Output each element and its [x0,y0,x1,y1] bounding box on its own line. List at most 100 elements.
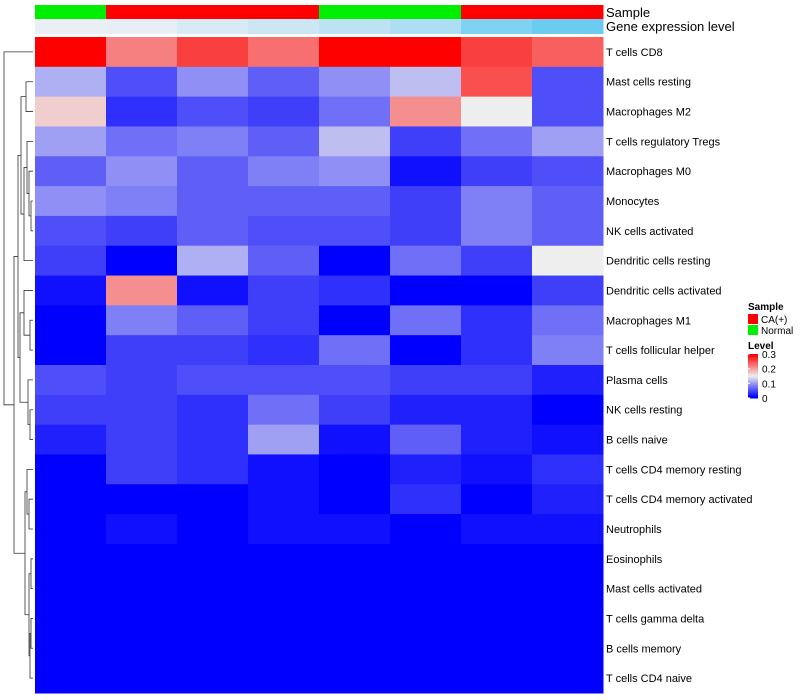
legend-gradient-step [748,381,758,384]
heatmap-cell [106,633,178,664]
row-label: Dendritic cells resting [606,256,711,268]
heatmap-cell [35,66,107,98]
heatmap-cell [461,66,533,98]
dendrogram-link [30,200,33,232]
heatmap-cell [177,245,249,277]
heatmap-cell [106,573,178,605]
heatmap-cell [390,484,462,515]
heatmap-cell [532,156,604,187]
heatmap-cell [319,156,391,187]
sample-annotation-cell [35,5,107,19]
heatmap-cell [248,424,320,455]
legend-gradient-step [748,354,758,356]
legend-gradient-step [748,377,758,380]
heatmap-cell [248,663,320,694]
heatmap-cell [35,37,107,68]
heatmap-cell [106,275,178,306]
heatmap-cell [177,454,249,485]
heatmap-cell [319,96,391,127]
heatmap-cell [177,543,249,575]
row-label: Mast cells activated [606,584,702,596]
expression-annotation-cell [177,19,249,34]
row-label: B cells memory [606,643,682,655]
row-label: T cells gamma delta [606,613,705,625]
heatmap-cell [248,126,320,157]
heatmap-cell [35,365,107,396]
heatmap-cell [106,156,178,187]
heatmap-cell [248,454,320,485]
legend-sample-entries: CA(+)Normal [748,314,793,337]
heatmap-cell [106,484,178,515]
heatmap-cell [532,186,604,217]
expression-annotation-cell [35,19,107,34]
legend-label: Normal [761,326,793,337]
legend-tick-label: 0.3 [762,350,776,361]
dendrogram-link [25,81,33,112]
legend-sample-title: Sample [748,302,784,313]
heatmap-cell [461,275,533,306]
heatmap-cell [319,484,391,515]
heatmap-cell [532,37,604,68]
heatmap-cell [106,454,178,485]
heatmap-cell [35,454,107,485]
heatmap-cell [248,186,320,217]
heatmap-cell [106,514,178,545]
heatmap-cell [106,603,178,634]
heatmap-cell [177,424,249,455]
dendrogram-link [26,468,33,515]
legend-gradient-step [748,367,758,370]
heatmap-cell [35,186,107,217]
heatmap-cell [248,66,320,98]
heatmap-cell [461,156,533,187]
heatmap-cell [532,335,604,366]
heatmap-cell [177,603,249,634]
dendrogram-link [29,319,33,351]
heatmap-cell [461,126,533,157]
heatmap-cell [319,37,391,68]
dendrogram-link [3,51,33,406]
heatmap-cell [461,394,533,426]
heatmap-cell [248,543,320,575]
heatmap-cell [390,454,462,485]
heatmap-cell [106,335,178,366]
row-label: B cells naive [606,435,668,447]
heatmap-cell [177,156,249,187]
column-annotations: Sample Gene expression level [35,5,735,34]
heatmap-cell [177,663,249,694]
heatmap-cell [390,66,462,98]
heatmap-cell [248,573,320,605]
heatmap-cell [532,245,604,277]
legend-gradient-step [748,374,758,377]
heatmap-cell [248,484,320,515]
row-label: T cells CD8 [606,47,663,59]
heatmap-cell [106,663,178,694]
heatmap-cell [532,514,604,545]
legend-gradient-step [748,390,758,393]
heatmap-cell [177,305,249,336]
legend-gradient-step [748,370,758,373]
heatmap-cell [106,37,178,68]
row-label: Plasma cells [606,375,668,387]
heatmap-cell [248,394,320,426]
heatmap-cell [390,543,462,575]
heatmap-cell [390,186,462,217]
heatmap-cell [532,394,604,426]
row-dendrogram [3,51,33,679]
heatmap-cell [532,305,604,336]
heatmap-cell [177,365,249,396]
row-label: T cells regulatory Tregs [606,136,721,148]
heatmap-cell [390,275,462,306]
heatmap-cell [248,245,320,277]
legend-gradient-step [748,364,758,367]
dendrogram-link [23,290,33,336]
heatmap-cell [248,603,320,634]
legend-gradient-step [748,393,758,396]
heatmap-cell [461,424,533,455]
heatmap-cell [319,424,391,455]
heatmap-cell [319,454,391,485]
heatmap-cell [106,126,178,157]
heatmap-cell [177,633,249,664]
legend-gradient-step [748,380,758,383]
expression-annotation-cell [532,19,604,34]
